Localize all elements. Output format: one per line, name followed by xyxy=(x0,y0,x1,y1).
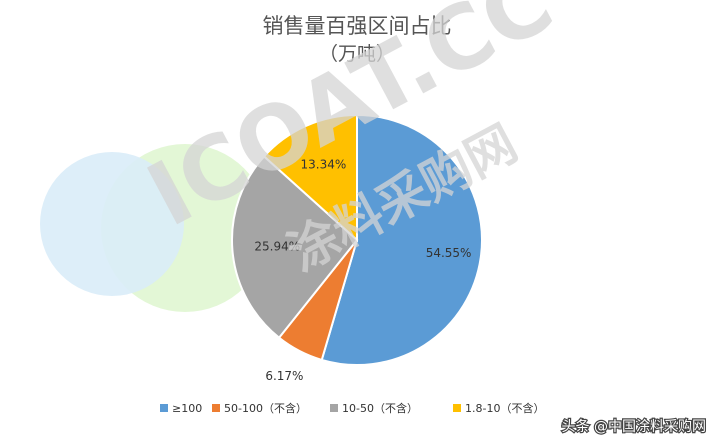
legend-swatch-50-100 xyxy=(212,404,220,412)
pie-slices xyxy=(231,113,483,366)
legend: ≥100 50-100（不含） 10-50（不含） 1.8-10（不含） xyxy=(160,401,544,415)
data-label-ge100: 54.55% xyxy=(426,246,472,260)
data-label-10-50: 25.94% xyxy=(254,240,300,254)
background-circles xyxy=(40,144,269,312)
pie-slice-ge100 xyxy=(320,113,483,366)
legend-swatch-ge100 xyxy=(160,404,168,412)
chart-title: 销售量百强区间占比 xyxy=(263,14,452,38)
pie-slice-1-8-10 xyxy=(262,113,358,243)
source-credit: 头条 @中国涂料采购网 xyxy=(562,418,706,435)
watermark-circle-blue xyxy=(40,152,184,296)
data-labels: 54.55% 6.17% 25.94% 13.34% xyxy=(254,158,471,384)
legend-label-1-8-10: 1.8-10（不含） xyxy=(465,401,544,415)
pie-slice-10-50 xyxy=(231,154,359,340)
legend-label-50-100: 50-100（不含） xyxy=(224,401,307,415)
chart-subtitle: （万吨） xyxy=(319,43,395,65)
data-label-1-8-10: 13.34% xyxy=(301,158,347,172)
legend-label-ge100: ≥100 xyxy=(172,402,202,415)
legend-label-10-50: 10-50（不含） xyxy=(342,401,418,415)
legend-swatch-10-50 xyxy=(330,404,338,412)
legend-swatch-1-8-10 xyxy=(453,404,461,412)
data-label-50-100: 6.17% xyxy=(265,369,303,383)
